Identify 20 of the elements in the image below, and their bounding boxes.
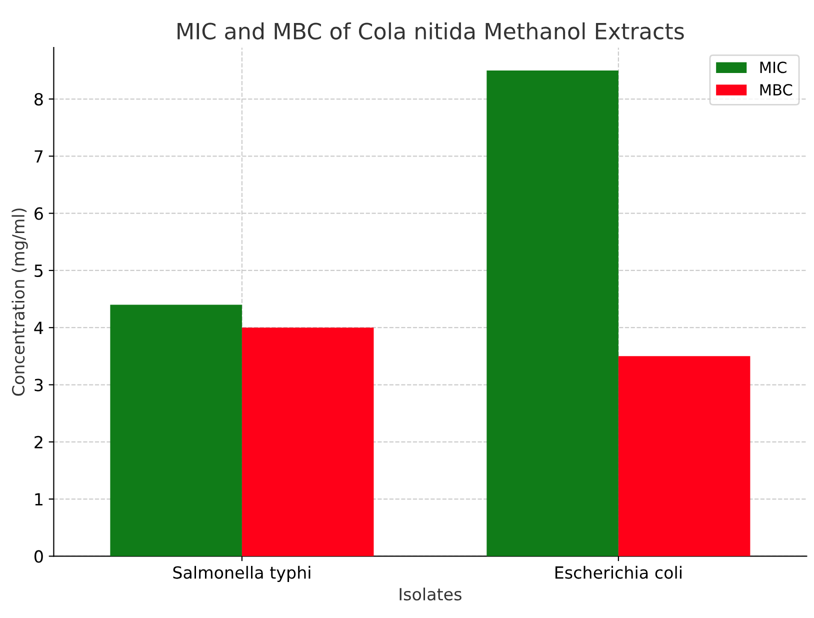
y-tick-label: 1 [35, 493, 42, 506]
legend-label: MBC [760, 84, 792, 96]
bar [486, 70, 618, 556]
legend-label: MIC [760, 62, 786, 74]
y-axis-title: Concentration (mg/ml) [12, 208, 28, 396]
x-axis-title: Isolates [400, 588, 462, 601]
y-tick-label: 6 [34, 207, 43, 220]
y-tick-label: 5 [34, 264, 43, 278]
y-tick-label: 3 [34, 378, 43, 392]
bar [110, 304, 242, 556]
y-tick-label: 4 [34, 322, 44, 334]
y-tick-label: 0 [34, 550, 43, 563]
bar [242, 328, 374, 556]
x-tick-label: Salmonella typhi [173, 566, 310, 582]
y-tick-label: 7 [34, 150, 43, 162]
y-tick-label: 8 [34, 92, 43, 106]
x-tick-label: Escherichia coli [555, 566, 682, 579]
chart-title: MIC and MBC of Cola nitida Methanol Extracts [178, 22, 684, 40]
y-tick-label: 2 [34, 436, 42, 448]
bar [618, 356, 750, 556]
